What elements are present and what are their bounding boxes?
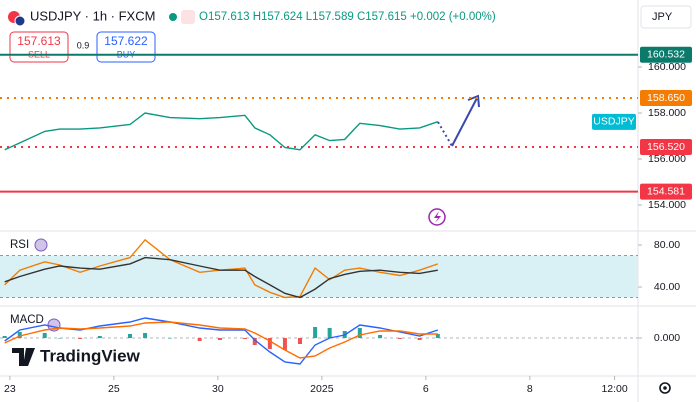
symbol-tag: USDJPY: [593, 116, 634, 128]
series-line: [4, 256, 438, 299]
settings-icon[interactable]: [659, 382, 671, 394]
y-tick-label: 80.00: [654, 239, 680, 251]
histogram-bar: [298, 338, 303, 344]
histogram-bar: [143, 333, 148, 338]
series-line: [4, 238, 439, 299]
histogram-bar: [397, 338, 402, 339]
x-tick-label: 6: [423, 383, 429, 395]
projection-arrow: [451, 94, 480, 147]
buy-price: 157.622: [104, 34, 148, 48]
level-label: 156.520: [647, 141, 685, 153]
sell-price: 157.613: [17, 34, 61, 48]
level-label: 160.532: [647, 49, 685, 61]
x-tick-label: 23: [4, 383, 16, 395]
symbol-flag: [14, 15, 26, 27]
y-tick-label: 156.000: [648, 153, 686, 165]
histogram-bar: [17, 332, 22, 338]
histogram-bar: [2, 336, 7, 338]
spread: 0.9: [77, 40, 90, 50]
x-tick-label: 25: [108, 383, 120, 395]
series-line: [4, 112, 439, 151]
series-line: [4, 317, 439, 365]
level-tag: [640, 90, 692, 107]
histogram-bar: [435, 334, 440, 338]
y-tick-label: 158.000: [648, 107, 686, 119]
histogram-bar: [282, 338, 287, 350]
histogram-bar: [97, 336, 102, 338]
histogram-bar: [57, 338, 62, 339]
logo-text: TradingView: [40, 346, 141, 365]
currency: JPY: [652, 11, 673, 23]
x-tick-label: 12:00: [601, 383, 627, 395]
logo-mark: [27, 348, 33, 354]
x-tick-label: 8: [527, 383, 533, 395]
pane-title: MACD: [10, 314, 44, 326]
symbol-title[interactable]: USDJPY · 1h · FXCM: [30, 8, 155, 23]
x-tick-label: 2025: [310, 383, 334, 395]
x-tick-label: 30: [212, 383, 224, 395]
histogram-bar: [78, 338, 83, 339]
histogram-bar: [168, 338, 173, 339]
currency-button[interactable]: [640, 5, 692, 29]
settings-icon: [663, 386, 667, 390]
histogram-bar: [127, 334, 132, 338]
histogram-bar: [252, 338, 257, 345]
level-tag: [640, 183, 692, 200]
histogram-bar: [327, 328, 332, 338]
rsi-band: [0, 255, 638, 298]
y-tick-label: 160.000: [648, 61, 686, 73]
status-dot: [169, 13, 177, 21]
level-tag: [640, 139, 692, 156]
histogram-bar: [357, 328, 362, 338]
level-label: 158.650: [647, 92, 685, 104]
events-icon-bolt: [434, 211, 441, 223]
y-tick-label: 40.00: [654, 281, 680, 293]
series-line: [4, 321, 438, 359]
y-tick-label: 0.000: [654, 332, 680, 344]
histogram-bar: [378, 335, 383, 338]
level-tag: [640, 46, 692, 63]
histogram-bar: [217, 338, 222, 340]
pane-title: RSI: [10, 239, 29, 251]
histogram-bar: [417, 338, 422, 340]
y-tick-label: 154.000: [648, 199, 686, 211]
indicator-icon: [34, 238, 48, 252]
level-label: 154.581: [647, 185, 685, 197]
histogram-bar: [42, 333, 47, 338]
histogram-bar: [267, 338, 272, 349]
symbol-tag-bg: [592, 113, 636, 130]
histogram-bar: [197, 338, 202, 341]
histogram-bar: [242, 338, 247, 339]
histogram-bar: [313, 327, 318, 338]
ohlc: O157.613 H157.624 L157.589 C157.615 +0.0…: [199, 11, 496, 23]
status-icon: [181, 10, 195, 24]
